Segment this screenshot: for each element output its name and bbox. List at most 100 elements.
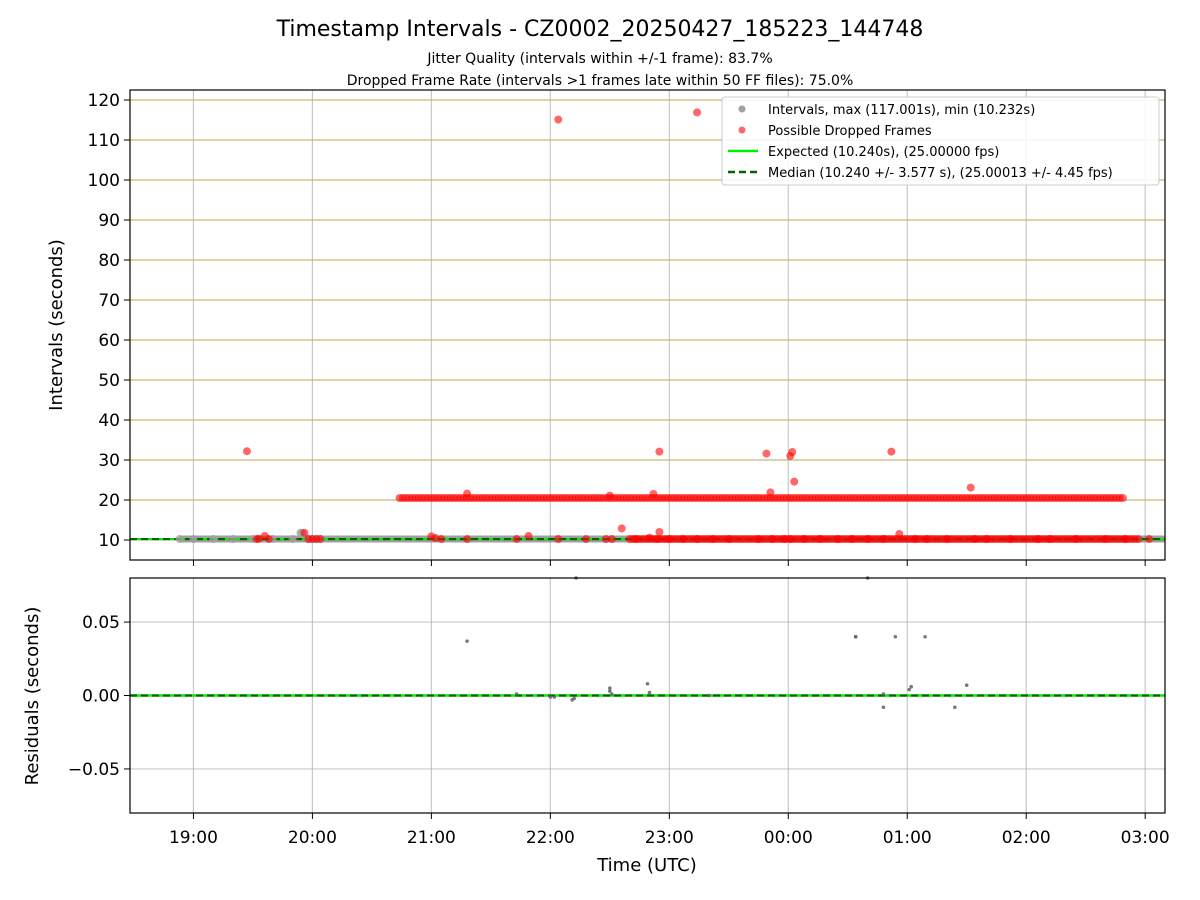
legend-label-median: Median (10.240 +/- 3.577 s), (25.00013 +… — [768, 166, 1113, 181]
dropped-frame-point — [1121, 535, 1130, 544]
dropped-frame-point — [786, 535, 795, 544]
x-tick-label: 23:00 — [645, 828, 694, 848]
dropped-frame-point — [754, 535, 763, 544]
legend-label-expected: Expected (10.240s), (25.00000 fps) — [768, 145, 999, 160]
intervals-y-tick-label: 20 — [98, 491, 120, 511]
dropped-frame-point — [1101, 535, 1110, 544]
dropped-frame-point — [655, 447, 664, 456]
dropped-frame-point — [582, 535, 591, 544]
intervals-y-tick-label: 90 — [98, 211, 120, 231]
dropped-frame-point — [1145, 535, 1154, 544]
dropped-frame-point — [653, 535, 662, 544]
intervals-y-tick-label: 10 — [98, 531, 120, 551]
residual-point — [608, 686, 612, 690]
intervals-y-tick-label: 50 — [98, 371, 120, 391]
dropped-frame-point — [780, 535, 789, 544]
x-tick-label: 02:00 — [1002, 828, 1051, 848]
legend-marker-intervals — [738, 105, 746, 113]
dropped-frame-point — [1134, 535, 1143, 544]
dropped-frame-point — [768, 535, 777, 544]
residual-point — [953, 705, 957, 710]
dropped-frame-point — [512, 535, 521, 544]
dropped-frame-point — [863, 535, 872, 544]
dropped-frame-point — [316, 535, 325, 544]
intervals-plot-frame — [129, 89, 1166, 561]
dropped-frame-point — [693, 535, 702, 544]
residuals-y-tick-label: 0.05 — [82, 613, 120, 633]
residuals-y-axis-label: Residuals (seconds) — [22, 607, 43, 786]
x-tick-label: 01:00 — [883, 828, 932, 848]
x-tick-label: 03:00 — [1121, 828, 1170, 848]
residual-point — [610, 692, 614, 696]
interval-point — [229, 535, 238, 544]
dropped-frame-point — [724, 535, 733, 544]
dropped-frame-point — [649, 490, 658, 498]
dropped-frame-point — [833, 535, 842, 544]
residual-point — [552, 695, 557, 699]
residuals-y-tick-label: −0.05 — [68, 760, 120, 780]
chart-title: Timestamp Intervals - CZ0002_20250427_18… — [276, 17, 924, 42]
legend-label-intervals: Intervals, max (117.001s), min (10.232s) — [768, 103, 1035, 118]
x-tick-label: 19:00 — [169, 828, 218, 848]
intervals-y-tick-label: 120 — [88, 91, 120, 111]
intervals-y-tick-label: 110 — [88, 131, 120, 151]
intervals-y-tick-label: 60 — [98, 331, 120, 351]
dropped-frame-point — [242, 447, 251, 456]
dropped-frame-point — [254, 534, 263, 543]
interval-point — [189, 535, 198, 544]
dropped-frame-point — [601, 535, 610, 544]
dropped-frame-point — [605, 491, 614, 500]
dropped-frame-point — [463, 489, 472, 498]
intervals-points — [175, 108, 1154, 544]
dropped-frame-point — [942, 535, 951, 544]
dropped-frame-point — [1071, 535, 1080, 544]
intervals-y-tick-label: 80 — [98, 251, 120, 271]
dropped-frame-point — [847, 535, 856, 544]
dropped-frame-point — [617, 524, 626, 533]
dropped-frame-point — [554, 535, 563, 544]
x-tick-label: 22:00 — [526, 828, 575, 848]
residuals-panel: 0.05 0.00 −0.05 19:00 20:00 21:00 22:00 23:00 0… — [22, 576, 1170, 876]
dropped-frame-point — [655, 528, 664, 536]
dropped-frame-point — [554, 115, 563, 124]
x-tick-label: 20:00 — [288, 828, 337, 848]
dropped-frame-point — [895, 530, 904, 538]
dropped-frame-point — [607, 535, 616, 544]
dropped-frame-point — [300, 528, 309, 537]
residual-point — [881, 705, 886, 710]
residual-point — [893, 634, 898, 639]
residuals-y-tick-label: 0.00 — [82, 687, 120, 707]
x-axis-label: Time (UTC) — [596, 855, 697, 876]
dropped-frame-point — [693, 108, 702, 117]
dropped-frame-point — [708, 535, 717, 544]
residual-point — [707, 693, 711, 698]
interval-point — [175, 535, 184, 544]
residual-point — [465, 639, 469, 643]
residual-point — [572, 696, 576, 701]
residual-point — [645, 681, 650, 686]
dropped-frame-point — [431, 534, 440, 542]
dropped-frame-point — [966, 483, 975, 492]
intervals-y-axis-label: Intervals (seconds) — [46, 239, 67, 411]
dropped-frame-point — [1046, 535, 1054, 544]
residual-point — [923, 634, 927, 639]
x-tick-label: 21:00 — [407, 828, 456, 848]
intervals-y-tick-label: 70 — [98, 291, 120, 311]
dropped-frame-point — [887, 447, 896, 456]
dropped-frame-point — [800, 535, 809, 544]
dropped-frame-point — [911, 535, 920, 544]
chart-subtitle-dropped: Dropped Frame Rate (intervals >1 frames … — [347, 73, 854, 89]
dropped-frame-point — [1118, 494, 1127, 502]
dropped-frame-point — [524, 532, 533, 540]
residual-point — [514, 692, 519, 696]
legend-marker-dropped — [738, 126, 746, 134]
dropped-frame-point — [631, 535, 640, 544]
dropped-frame-point — [923, 535, 932, 544]
x-tick-label: 00:00 — [764, 828, 813, 848]
residuals-y-ticks: 0.05 0.00 −0.05 — [68, 613, 130, 780]
intervals-y-tick-label: 100 — [88, 171, 120, 191]
residual-point — [909, 684, 914, 689]
dropped-frame-point — [788, 448, 797, 456]
dropped-frame-point — [437, 535, 446, 544]
